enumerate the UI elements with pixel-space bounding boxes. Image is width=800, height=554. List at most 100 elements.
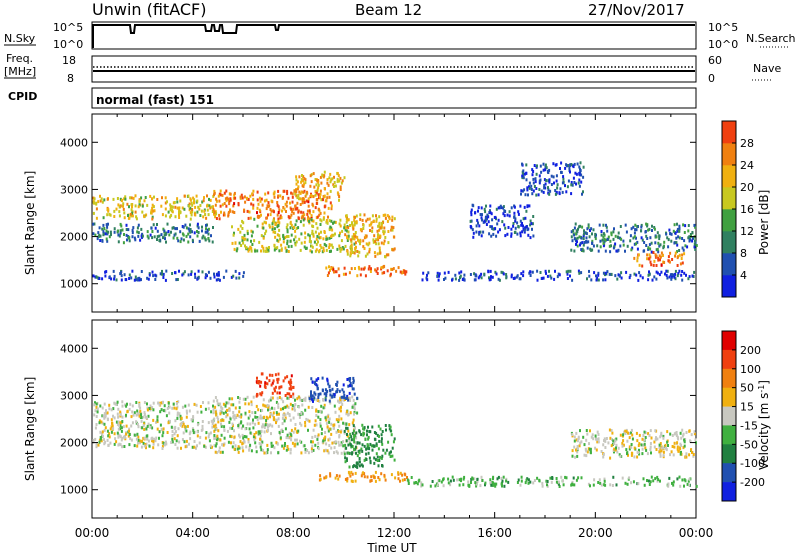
velocity-cell (384, 478, 387, 482)
power-cell (121, 228, 124, 232)
power-cell (633, 272, 636, 276)
velocity-cell (300, 440, 303, 444)
power-cell (150, 211, 153, 215)
velocity-cell (627, 453, 629, 457)
velocity-cell (683, 438, 686, 442)
velocity-cell (293, 444, 296, 448)
velocity-cell (690, 448, 693, 452)
power-cell (147, 236, 150, 240)
power-cell (267, 201, 270, 205)
power-cell (302, 218, 305, 222)
velocity-cell (94, 437, 97, 441)
power-cell (106, 232, 109, 236)
power-cell (244, 244, 246, 248)
velocity-cell (576, 439, 579, 443)
power-cell (132, 196, 135, 200)
velocity-cell (313, 423, 316, 427)
velocity-cell (363, 475, 366, 479)
velocity-cell (286, 375, 289, 379)
power-cell (208, 204, 211, 208)
velocity-cell (293, 408, 296, 412)
velocity-cell (140, 413, 142, 417)
power-cell (351, 237, 354, 241)
power-cell (600, 230, 603, 233)
velocity-cell (298, 405, 301, 409)
velocity-cell (589, 447, 592, 451)
power-cell (306, 191, 309, 195)
velocity-cell (335, 383, 338, 387)
power-cell (339, 247, 342, 251)
velocity-cell (326, 425, 329, 429)
velocity-cell (106, 429, 109, 433)
power-cell (325, 219, 328, 222)
power-cell (666, 269, 669, 273)
velocity-cell (329, 401, 332, 405)
velocity-cell (277, 451, 280, 455)
power-cell (156, 238, 158, 241)
power-cell (170, 230, 172, 234)
power-cell (470, 208, 473, 212)
power-cell (686, 245, 689, 249)
velocity-cell (346, 433, 348, 436)
velocity-cell (139, 441, 142, 445)
power-cell (639, 274, 642, 278)
power-cell (315, 242, 318, 246)
power-cell (342, 247, 345, 251)
power-cell (647, 246, 650, 250)
velocity-cell (158, 430, 161, 434)
velocity-cell (583, 443, 586, 447)
velocity-cell (222, 411, 225, 415)
velocity-cell (497, 475, 500, 479)
power-cell (498, 228, 501, 232)
velocity-cell (228, 408, 231, 412)
velocity-cell (351, 405, 354, 409)
velocity-cell (241, 433, 244, 437)
power-cell (340, 181, 343, 185)
power-cell (377, 242, 380, 246)
power-cell (260, 249, 262, 253)
power-cell (624, 249, 626, 253)
velocity-cell (366, 475, 369, 479)
velocity-cell (317, 447, 320, 451)
power-cell (366, 217, 369, 221)
power-cell (512, 222, 515, 225)
power-cell (369, 270, 372, 273)
power-cell (317, 186, 320, 190)
velocity-cell (141, 426, 144, 430)
power-cell (535, 172, 538, 176)
power-cell (634, 228, 637, 232)
power-cell (485, 223, 488, 226)
velocity-cell (236, 447, 239, 451)
power-cell (687, 236, 690, 240)
power-cell (215, 217, 218, 220)
velocity-cell (277, 372, 280, 376)
velocity-cell (585, 438, 588, 442)
velocity-cbar-swatch (722, 406, 736, 426)
power-cell (131, 231, 134, 235)
power-cell (313, 185, 316, 189)
power-cell (548, 178, 551, 182)
power-cell (391, 268, 394, 271)
power-cell (382, 230, 385, 234)
power-cell (120, 224, 123, 228)
velocity-cell (630, 481, 632, 485)
velocity-cell (104, 426, 107, 430)
power-cell (575, 232, 578, 236)
power-cbar-swatch (722, 253, 736, 276)
velocity-cell (176, 405, 179, 409)
velocity-cell (264, 423, 267, 427)
velocity-cell (110, 425, 113, 429)
velocity-cell (95, 423, 98, 426)
power-cell (323, 205, 326, 209)
velocity-cell (334, 476, 337, 480)
power-cell (545, 179, 548, 182)
velocity-cell (212, 404, 214, 408)
velocity-cell (99, 437, 102, 441)
velocity-cell (594, 446, 597, 450)
power-cell (356, 235, 359, 239)
power-cell (101, 239, 104, 243)
velocity-cell (334, 440, 337, 444)
power-cell (617, 231, 620, 235)
power-cell (437, 278, 440, 282)
velocity-cell (266, 443, 269, 447)
